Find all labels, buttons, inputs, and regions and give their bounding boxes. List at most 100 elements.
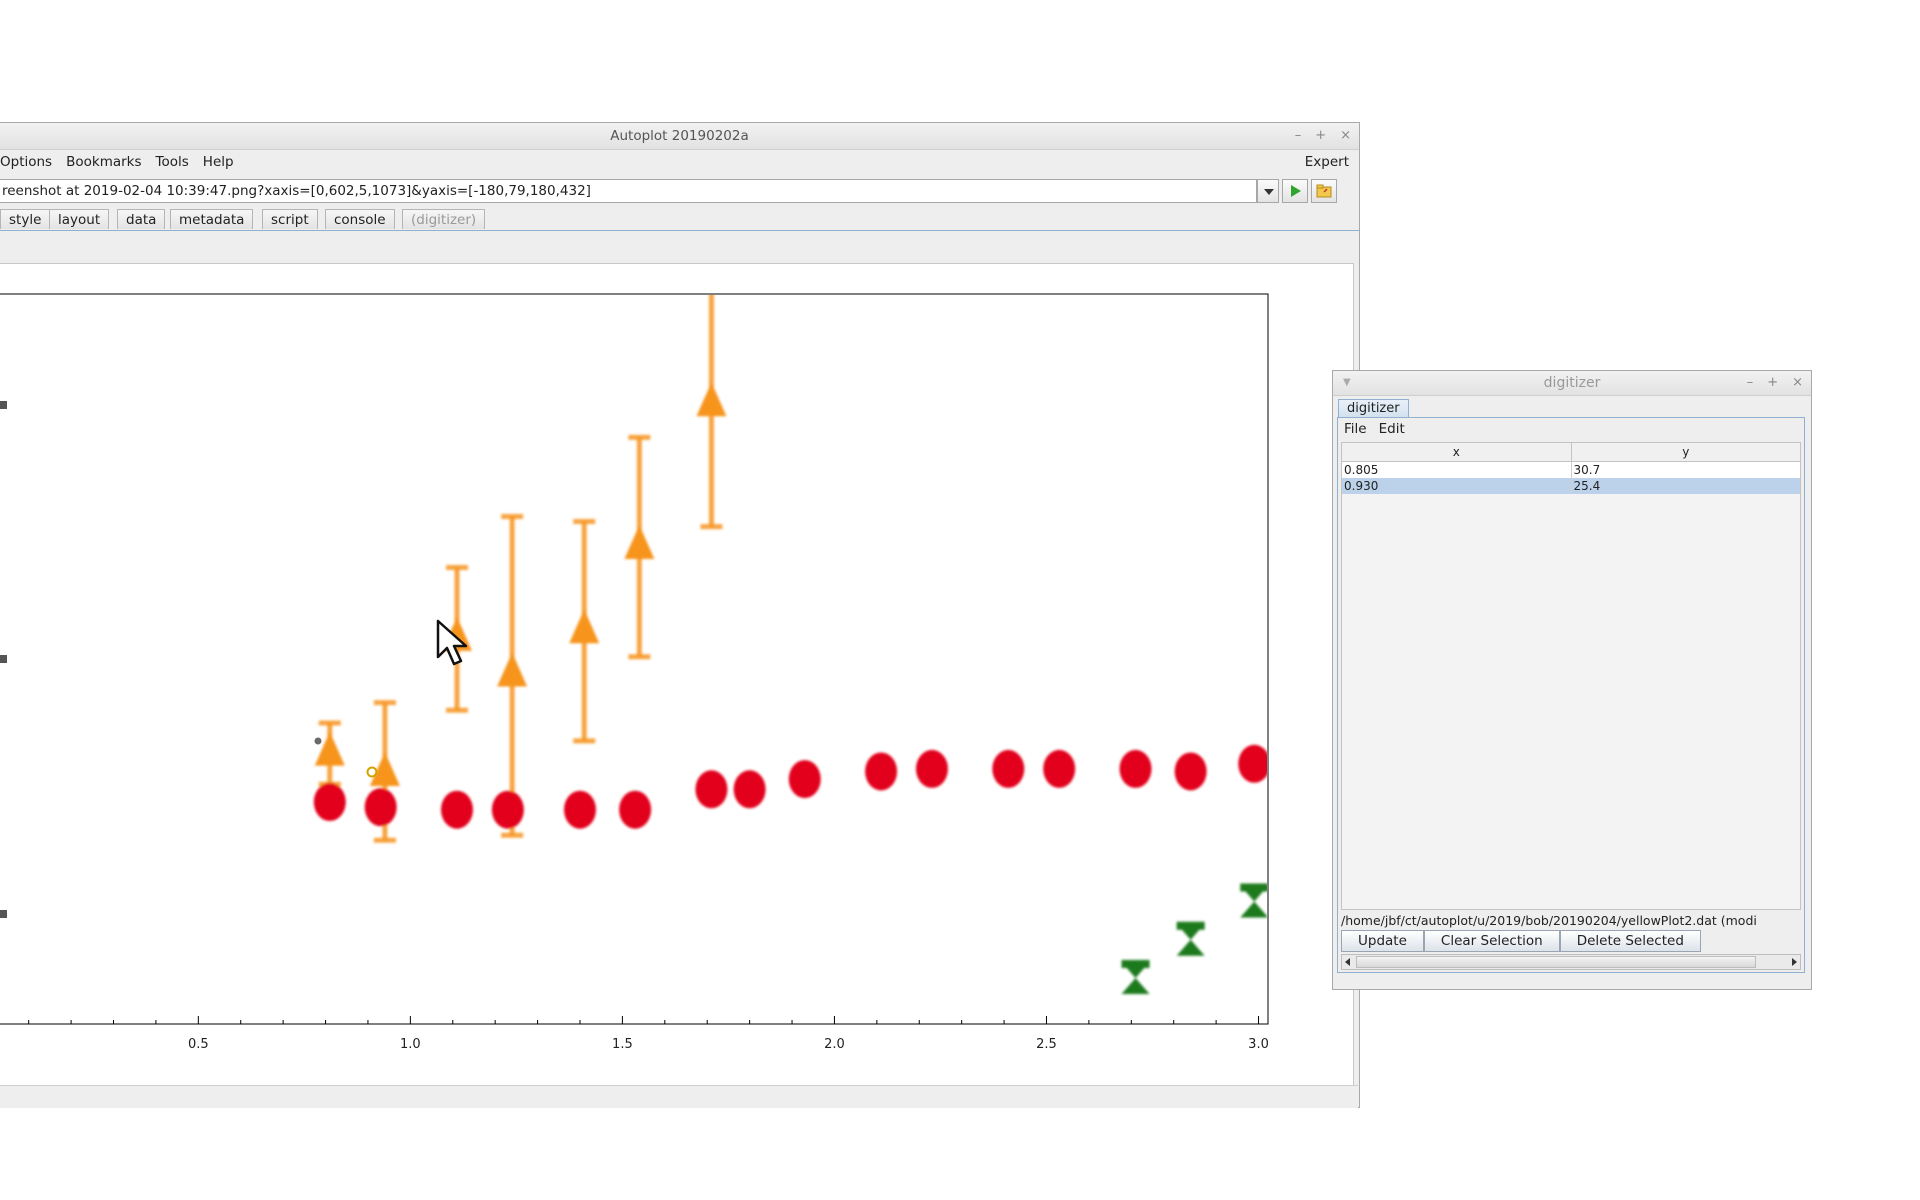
digitized-point-marker[interactable]	[314, 737, 322, 745]
menu-bar: Options Bookmarks Tools Help Expert	[0, 150, 1359, 174]
scroll-left-icon[interactable]	[1345, 958, 1350, 966]
digitizer-window: ▼ digitizer – + × digitizer File Edit x …	[1332, 370, 1812, 990]
data-point-circle	[915, 749, 948, 788]
mouse-cursor-icon	[436, 619, 468, 666]
close-icon[interactable]: ×	[1340, 128, 1351, 143]
data-point-circle	[441, 790, 474, 829]
status-bar	[0, 1085, 1358, 1108]
digitizer-title: digitizer	[1543, 375, 1601, 391]
tab-data[interactable]: data	[117, 209, 166, 229]
digitizer-buttons: Update Clear Selection Delete Selected	[1341, 930, 1701, 952]
cell-y[interactable]: 25.4	[1573, 479, 1601, 493]
horizontal-scrollbar[interactable]	[1341, 954, 1801, 970]
left-edge-mark	[0, 910, 7, 918]
data-point-hourglass	[1240, 885, 1267, 918]
digitizer-panel: File Edit x y 0.805 30.7 0.930 25.4 /hom…	[1337, 417, 1805, 973]
data-point-hourglass	[1121, 962, 1150, 994]
data-point-triangle	[696, 382, 727, 417]
menu-bookmarks[interactable]: Bookmarks	[66, 154, 142, 170]
table-header: x y	[1342, 443, 1800, 462]
data-point-circle	[1174, 752, 1207, 791]
menu-edit[interactable]: Edit	[1378, 421, 1405, 437]
uri-history-dropdown[interactable]	[1257, 179, 1279, 203]
minimize-icon[interactable]: –	[1294, 128, 1302, 143]
cell-x[interactable]: 0.805	[1342, 462, 1572, 478]
tab-digitizer[interactable]: (digitizer)	[402, 209, 486, 229]
data-point-triangle	[624, 525, 655, 560]
data-point-circle	[619, 790, 652, 829]
maximize-icon[interactable]: +	[1767, 375, 1779, 390]
cell-y[interactable]: 30.7	[1573, 463, 1601, 477]
data-point-hourglass-bar	[1240, 883, 1267, 892]
menu-help[interactable]: Help	[202, 154, 234, 170]
table-row-selected[interactable]: 0.930 25.4	[1342, 478, 1800, 494]
tab-style[interactable]: style	[0, 209, 51, 229]
data-point-triangle	[497, 652, 528, 687]
data-point-circle	[695, 770, 728, 809]
data-point-triangle	[569, 609, 600, 644]
menu-options[interactable]: Options	[0, 154, 53, 170]
scroll-right-icon[interactable]	[1792, 958, 1797, 966]
go-button[interactable]	[1282, 179, 1308, 203]
column-header-y[interactable]: y	[1682, 445, 1690, 459]
clear-selection-button[interactable]: Clear Selection	[1423, 930, 1560, 952]
x-tick-label: 0.5	[188, 1037, 209, 1052]
tab-layout[interactable]: layout	[49, 209, 110, 229]
menu-file[interactable]: File	[1344, 421, 1367, 437]
data-point-circle	[865, 752, 898, 791]
column-header-x[interactable]: x	[1342, 443, 1572, 461]
data-point-triangle	[314, 731, 345, 766]
data-point-circle	[364, 788, 397, 827]
data-uri-input[interactable]: reenshot at 2019-02-04 10:39:47.png?xaxi…	[0, 179, 1257, 203]
digitizer-window-controls: – + ×	[1747, 371, 1803, 397]
data-point-triangle	[369, 752, 400, 786]
minimize-icon[interactable]: –	[1746, 375, 1754, 390]
window-menu-icon[interactable]: ▼	[1343, 377, 1351, 388]
left-edge-mark	[0, 655, 7, 663]
x-tick-label: 2.0	[824, 1037, 845, 1052]
tab-bar: style layout data metadata script consol…	[0, 208, 1359, 231]
table-row[interactable]: 0.805 30.7	[1342, 462, 1800, 478]
update-button[interactable]: Update	[1341, 930, 1424, 952]
data-point-circle	[1043, 749, 1076, 788]
data-point-circle	[563, 790, 596, 829]
digitizer-titlebar[interactable]: ▼ digitizer – + ×	[1333, 371, 1811, 396]
scrollbar-thumb[interactable]	[1356, 956, 1756, 968]
digitizer-menu-bar: File Edit	[1338, 418, 1804, 440]
selected-digitized-point-marker[interactable]	[366, 766, 378, 778]
tab-metadata[interactable]: metadata	[170, 209, 254, 229]
x-tick-label: 1.5	[612, 1037, 633, 1052]
close-icon[interactable]: ×	[1792, 375, 1803, 390]
tab-script[interactable]: script	[262, 209, 318, 229]
data-point-circle	[733, 770, 766, 809]
data-point-circle	[788, 760, 821, 799]
output-file-path: /home/jbf/ct/autoplot/u/2019/bob/2019020…	[1341, 913, 1757, 928]
tab-console[interactable]: console	[325, 209, 395, 229]
maximize-icon[interactable]: +	[1315, 128, 1327, 143]
expert-menu[interactable]: Expert	[1304, 154, 1349, 170]
open-folder-icon	[1316, 184, 1332, 198]
address-row: reenshot at 2019-02-04 10:39:47.png?xaxi…	[0, 174, 1359, 208]
data-point-circle	[491, 790, 524, 829]
points-table[interactable]: x y 0.805 30.7 0.930 25.4	[1341, 442, 1801, 910]
play-icon	[1291, 185, 1301, 197]
data-point-circle	[992, 749, 1025, 788]
delete-selected-button[interactable]: Delete Selected	[1559, 930, 1701, 952]
x-axis: 0.5 1.0 1.5 2.0 2.5 3.0	[28, 1016, 1269, 1052]
x-tick-label: 1.0	[400, 1037, 421, 1052]
browse-button[interactable]	[1311, 179, 1337, 203]
menu-tools[interactable]: Tools	[155, 154, 189, 170]
cell-x[interactable]: 0.930	[1342, 478, 1572, 494]
data-point-circle	[1238, 744, 1267, 783]
left-edge-mark	[0, 401, 7, 409]
plot-frame	[0, 293, 1269, 1025]
plot-canvas[interactable]: 0.5 1.0 1.5 2.0 2.5 3.0	[0, 263, 1354, 1103]
plot-svg[interactable]: 0.5 1.0 1.5 2.0 2.5 3.0	[0, 264, 1352, 1100]
data-point-circle	[1119, 749, 1152, 788]
window-controls: – + ×	[1295, 123, 1351, 149]
window-titlebar[interactable]: Autoplot 20190202a – + ×	[0, 123, 1359, 150]
x-tick-label: 2.5	[1036, 1037, 1057, 1052]
tab-digitizer-panel[interactable]: digitizer	[1338, 399, 1409, 417]
data-point-hourglass	[1176, 923, 1205, 956]
data-point-hourglass-bar	[1121, 960, 1150, 968]
